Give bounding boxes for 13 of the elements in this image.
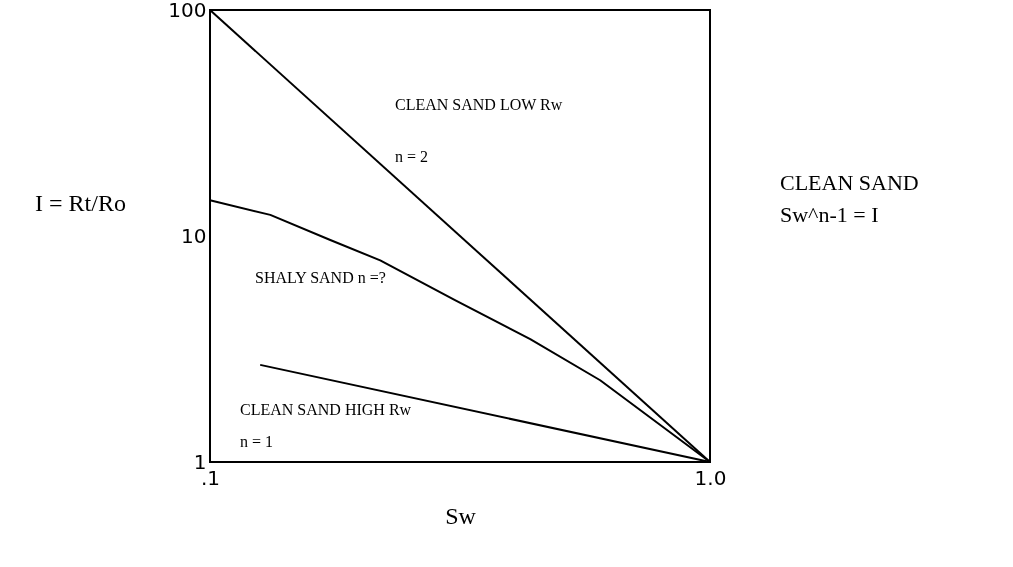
y-tick-label: 1 [193, 449, 207, 474]
annotation: CLEAN SAND HIGH Rw [240, 401, 412, 418]
text: CLEAN SAND [780, 170, 919, 195]
annotation: n = 1 [240, 433, 274, 450]
x-axis-title: Sw [445, 502, 477, 529]
y-tick-label: 10 [181, 223, 207, 248]
annotation: CLEAN SAND LOW Rw [395, 96, 563, 113]
y-tick-label: 100 [168, 0, 207, 22]
annotation: SHALY SAND n =? [255, 269, 386, 286]
y-axis-title: I = Rt/Ro [35, 189, 126, 216]
text: Sw^n-1 = I [780, 202, 879, 227]
annotation: n = 2 [395, 148, 429, 165]
x-tick-label: 1.0 [694, 465, 727, 490]
